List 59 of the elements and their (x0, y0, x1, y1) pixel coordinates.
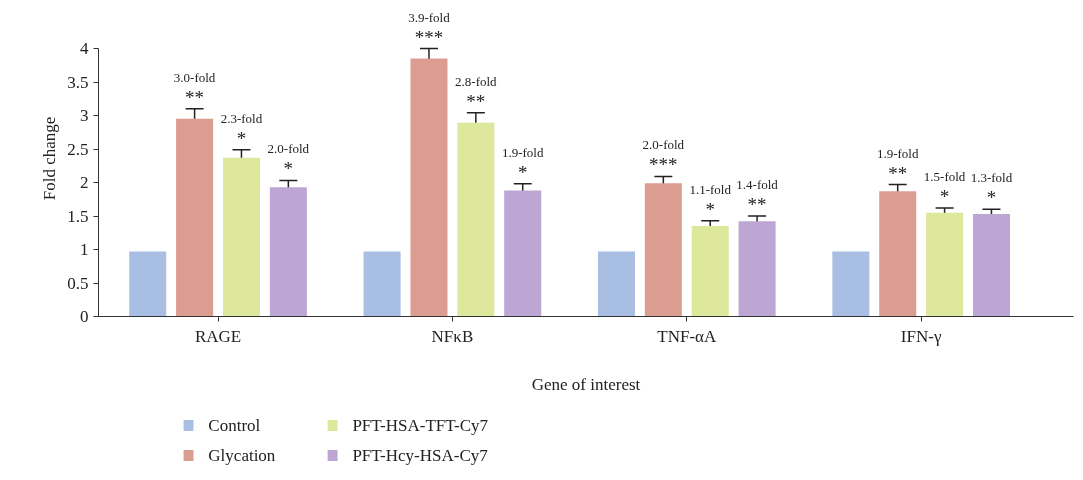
y-tick-label: 2.5 (67, 139, 89, 159)
bar (363, 251, 401, 317)
bar (691, 226, 729, 317)
bar (457, 122, 495, 317)
bar (222, 157, 260, 317)
x-tick-label: IFN-γ (900, 326, 942, 346)
y-axis-title: Fold change (40, 116, 60, 201)
x-tick-label: NFκB (431, 326, 474, 346)
y-tick-label: 1 (80, 240, 89, 259)
bar (129, 251, 167, 317)
bar (738, 221, 776, 317)
annotation: ** (747, 194, 767, 215)
annotation: 3.0-fold (173, 69, 216, 85)
legend-label: PFT-HSA-TFT-Cy7 (352, 416, 489, 435)
x-tick-label: TNF-αA (657, 326, 717, 346)
annotation: 1.1-fold (689, 181, 732, 197)
legend-label: Control (208, 416, 261, 435)
y-tick-label: 1.5 (67, 206, 89, 226)
annotation: 2.0-fold (267, 141, 310, 157)
annotation: 1.9-fold (876, 145, 919, 161)
x-axis-title: Gene of interest (531, 374, 641, 394)
annotation: * (236, 127, 247, 149)
y-tick-label: 2 (80, 173, 89, 192)
legend-label: PFT-Hcy-HSA-Cy7 (352, 446, 489, 465)
annotation: 1.9-fold (501, 144, 544, 160)
bar (176, 118, 214, 317)
bar (504, 190, 542, 317)
text: *** (414, 26, 444, 48)
annotation: 1.5-fold (923, 168, 966, 184)
annotation: * (939, 185, 950, 207)
annotation: *** (649, 154, 678, 176)
bar (410, 58, 448, 317)
annotation: * (705, 198, 715, 220)
bar (972, 213, 1010, 317)
annotation: * (517, 161, 528, 183)
y-tick-label: 3 (80, 106, 89, 125)
bar (597, 251, 635, 317)
annotation: 1.4-fold (736, 177, 779, 192)
annotation: * (283, 158, 294, 180)
y-tick-label: 0.5 (67, 273, 89, 293)
text: 3.9-fold (408, 9, 451, 25)
annotation: 2.3-fold (220, 110, 263, 126)
annotation: 2.0-fold (642, 137, 685, 153)
bar (644, 183, 682, 317)
y-tick-label: 3.5 (67, 72, 89, 92)
bar (879, 191, 917, 317)
annotation: * (986, 187, 997, 209)
annotation: ** (888, 162, 908, 184)
annotation: ** (466, 90, 486, 112)
annotation: 1.3-fold (970, 170, 1013, 186)
bar (832, 251, 870, 317)
annotation: ** (185, 86, 205, 108)
y-tick-label: 0 (80, 307, 89, 326)
bar (926, 212, 964, 317)
annotation: 2.8-fold (455, 73, 498, 89)
x-tick-label: RAGE (194, 326, 242, 346)
legend-label: Glycation (208, 446, 276, 465)
y-tick-label: 4 (80, 39, 89, 58)
bar (269, 187, 307, 317)
